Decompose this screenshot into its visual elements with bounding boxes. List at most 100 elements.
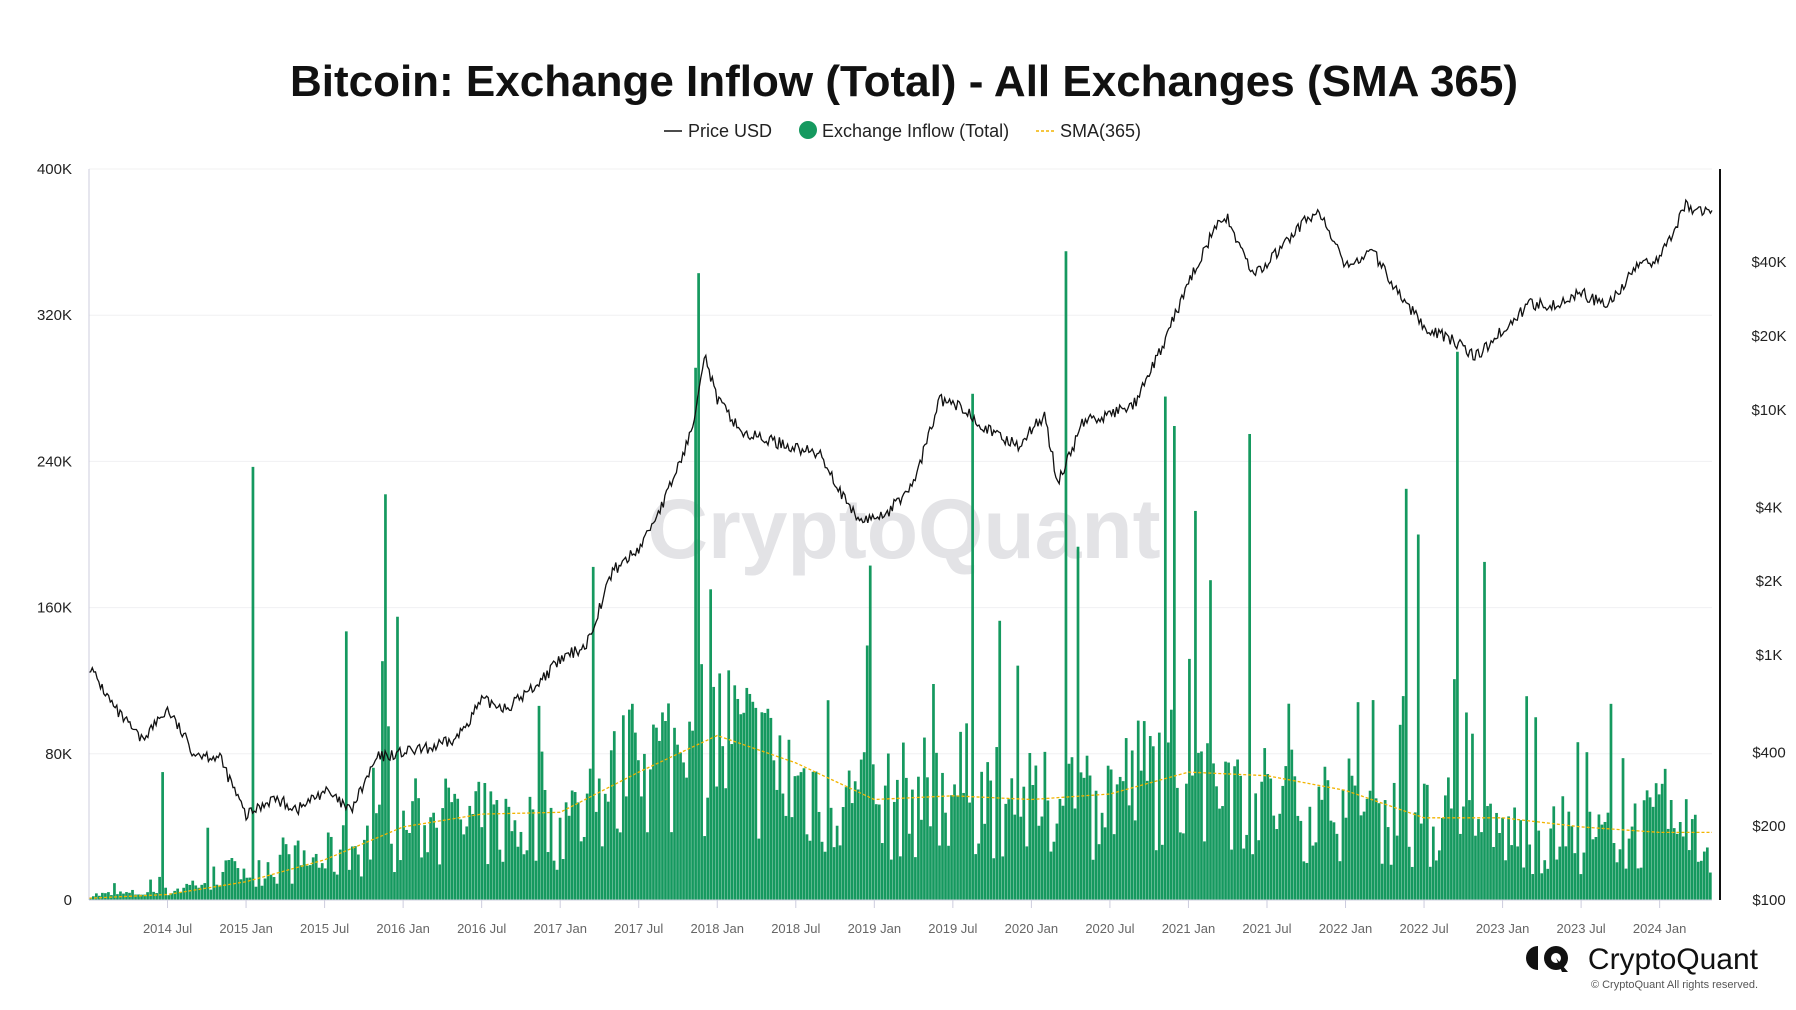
inflow-bar [1049,851,1053,900]
inflow-bar [176,888,180,900]
inflow-bar [317,867,321,900]
inflow-bar [522,854,526,900]
inflow-bar [965,723,968,900]
inflow-bar [116,894,119,900]
inflow-bar [381,661,384,900]
inflow-bar [1019,816,1023,900]
inflow-bar [1305,862,1309,900]
inflow-bar [769,717,773,900]
inflow-bar [941,772,944,900]
inflow-bar [236,868,240,900]
inflow-bar [914,857,917,900]
inflow-bar [320,863,324,900]
inflow-bar [113,883,116,900]
inflow-bar [299,865,303,900]
inflow-bar [1663,768,1667,900]
inflow-bar [1437,850,1441,900]
inflow-bar [402,810,405,900]
inflow-bar [1648,797,1652,900]
inflow-bar [971,393,974,900]
inflow-bar [239,879,243,900]
inflow-bar [227,860,231,900]
inflow-bar [1651,806,1655,900]
inflow-bar [254,886,258,900]
inflow-bar [1275,829,1279,900]
inflow-bar [1016,665,1020,900]
inflow-bar [335,874,339,900]
legend: Price USD Exchange Inflow (Total) SMA(36… [664,121,1141,141]
inflow-bar [1453,679,1456,900]
inflow-bar [1353,785,1357,900]
inflow-bar [1055,823,1059,900]
inflow-bar [534,860,538,900]
inflow-bar [1660,783,1664,900]
inflow-bar [1434,860,1438,900]
left-y-tick-label: 160K [37,600,72,617]
inflow-bar [329,836,333,900]
inflow-bar [838,845,842,900]
inflow-bar [278,854,282,900]
inflow-bar [1245,834,1248,900]
legend-label: SMA(365) [1060,121,1141,141]
inflow-bar [140,894,143,900]
right-y-ticks: $100 $200 $400 $1K $2K $4K $10K $20K $40K [1751,254,1786,909]
inflow-bar [1236,759,1239,900]
inflow-bar [1350,775,1354,900]
inflow-bar [1383,800,1387,900]
inflow-bar [796,775,800,900]
inflow-bar [980,771,984,900]
inflow-bar [1504,860,1507,900]
inflow-bar [350,846,354,900]
inflow-bar [1073,808,1077,900]
inflow-bar [555,869,559,900]
inflow-bar [1215,786,1218,900]
inflow-bar [1254,793,1258,900]
legend-item-price[interactable]: Price USD [664,121,772,141]
inflow-bar [673,727,676,900]
inflow-bar [1416,534,1420,900]
inflow-bar [224,860,228,900]
inflow-bar [591,566,595,900]
inflow-bar [856,789,860,900]
inflow-bar [200,884,204,900]
inflow-bar [1612,843,1616,900]
inflow-bar [1139,770,1143,900]
inflow-bar [1335,833,1339,900]
inflow-bar [1672,828,1676,900]
inflow-bar [1185,783,1188,900]
inflow-bar [1413,812,1417,900]
inflow-bar [1227,762,1230,900]
inflow-bar [1070,757,1074,900]
inflow-bar [471,813,475,900]
inflow-bar [992,858,996,900]
legend-item-sma[interactable]: SMA(365) [1036,121,1141,141]
inflow-bar [950,795,953,900]
inflow-bar [287,854,291,900]
inflow-bar [1317,786,1321,900]
inflow-bar [1320,799,1324,900]
inflow-bar [1242,848,1245,900]
inflow-bar [492,804,496,900]
inflow-bar [1197,752,1200,900]
inflow-bar [1642,800,1646,900]
inflow-bar [868,565,872,900]
inflow-bar [712,686,716,900]
inflow-bar [1230,849,1233,900]
inflow-bar [1037,825,1041,900]
inflow-bar [498,849,502,900]
inflow-bar [1579,874,1583,900]
inflow-bar [760,712,764,900]
inflow-bar [1591,839,1595,900]
inflow-bar [874,804,878,900]
inflow-bar [1552,806,1556,900]
inflow-bar [751,701,755,900]
x-tick-label: 2019 Jul [928,921,977,936]
legend-item-inflow[interactable]: Exchange Inflow (Total) [799,121,1009,141]
inflow-bar [691,730,694,900]
inflow-bar [528,796,532,900]
inflow-bar [1654,783,1658,900]
x-tick-label: 2023 Jul [1557,921,1606,936]
inflow-bar [652,724,655,900]
inflow-bar [600,846,604,900]
inflow-bar [399,860,402,900]
